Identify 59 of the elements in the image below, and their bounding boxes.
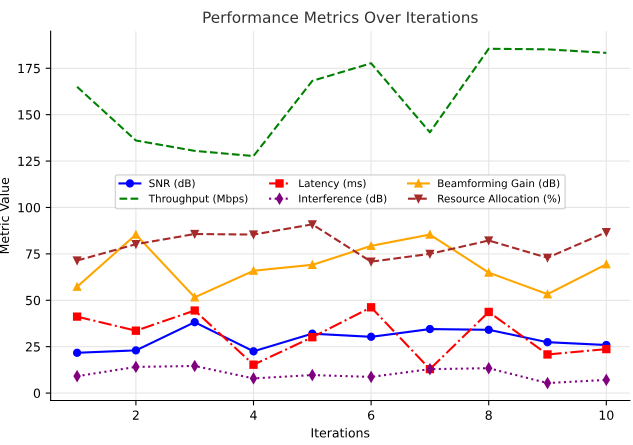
point — [249, 360, 258, 369]
x-axis-title: Iterations — [312, 428, 370, 438]
y-tick-label: 100 — [18, 202, 40, 212]
y-tick-label: 0 — [34, 388, 40, 398]
point — [72, 348, 82, 357]
point — [132, 240, 140, 248]
legend-label: SNR (dB) — [149, 179, 195, 188]
point — [132, 230, 140, 239]
point — [543, 254, 552, 262]
point — [426, 250, 434, 258]
point — [72, 312, 82, 321]
point — [190, 293, 199, 302]
point — [366, 303, 376, 312]
point — [602, 344, 610, 354]
x-tick-label: 2 — [132, 410, 139, 420]
point — [366, 332, 376, 342]
point — [132, 346, 140, 355]
chart-title: Performance Metrics Over Iterations — [204, 11, 478, 24]
point — [308, 333, 316, 342]
legend-label: Interference (dB) — [299, 194, 386, 204]
point — [366, 242, 376, 250]
x-tick-label: 6 — [368, 410, 374, 420]
point — [249, 347, 258, 356]
point — [190, 318, 199, 326]
point — [190, 230, 199, 238]
point — [249, 230, 258, 239]
point — [543, 338, 552, 346]
point — [132, 326, 140, 335]
point — [308, 220, 316, 229]
point — [602, 228, 610, 236]
point — [249, 266, 258, 275]
point — [366, 258, 376, 266]
point — [602, 260, 610, 268]
x-tick-label: 8 — [486, 410, 492, 420]
legend-label: Beamforming Gain (dB) — [438, 179, 560, 190]
y-tick-label: 75 — [26, 250, 40, 259]
y-tick-label: 175 — [18, 64, 40, 74]
y-tick-label: 25 — [26, 342, 40, 352]
y-tick-label: 125 — [18, 156, 40, 166]
legend-label: Resource Allocation (%) — [438, 194, 560, 204]
point — [72, 282, 82, 291]
point — [484, 268, 493, 277]
legend-label: Throughput (Mbps) — [148, 194, 248, 205]
point — [426, 230, 434, 239]
point — [543, 350, 552, 359]
legend-label: Latency (ms) — [299, 179, 366, 190]
x-tick-label: 4 — [250, 410, 257, 420]
point — [426, 324, 434, 334]
point — [308, 260, 316, 269]
point — [484, 236, 493, 245]
y-tick-label: 50 — [26, 296, 40, 306]
point — [484, 308, 493, 316]
line-series — [76, 48, 608, 158]
y-tick-label: 150 — [18, 110, 40, 120]
point — [72, 256, 82, 265]
x-tick-label: 10 — [600, 410, 614, 420]
point — [484, 326, 493, 334]
point — [190, 306, 199, 315]
point — [543, 290, 552, 298]
